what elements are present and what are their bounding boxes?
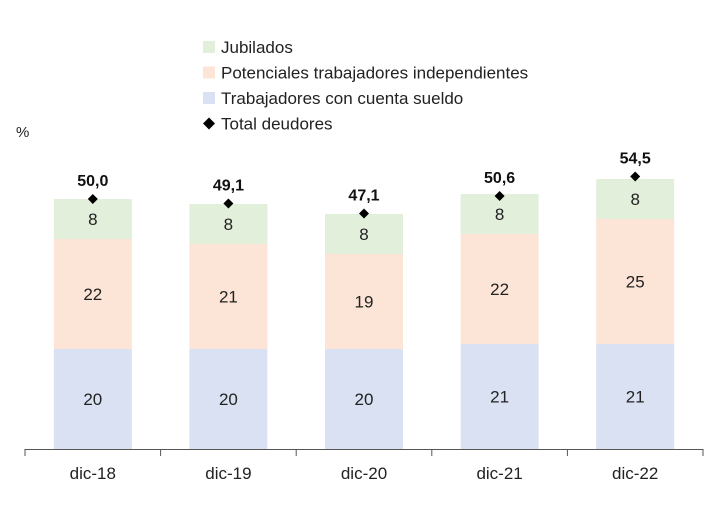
total-marker-dic-19 bbox=[223, 198, 234, 209]
x-axis: dic-18 dic-19 dic-20 dic-21 dic-22 bbox=[24, 449, 704, 483]
segment-label-1-dic-22: 25 bbox=[626, 273, 645, 292]
bar-segment-1-dic-19 bbox=[189, 244, 268, 349]
bar-segment-2-dic-18 bbox=[53, 199, 132, 239]
total-marker-dic-20 bbox=[359, 208, 369, 219]
total-label-dic-21: 50,6 bbox=[484, 170, 515, 187]
segment-label-0-dic-22: 21 bbox=[626, 388, 645, 407]
bar-segment-0-dic-19 bbox=[189, 349, 268, 449]
x-tick-label-dic-22: dic-22 bbox=[612, 464, 658, 483]
total-label-dic-22: 54,5 bbox=[620, 151, 651, 168]
bar-segment-1-dic-21 bbox=[460, 234, 539, 344]
legend-label-total-deudores: Total deudores bbox=[221, 115, 333, 134]
legend-label-trabajadores-con-cuenta-sueldo: Trabajadores con cuenta sueldo bbox=[221, 89, 463, 108]
bar-segment-1-dic-20 bbox=[325, 254, 403, 349]
segment-label-2-dic-18: 8 bbox=[88, 210, 97, 229]
segment-label-0-dic-20: 20 bbox=[355, 390, 374, 409]
segment-label-2-dic-20: 8 bbox=[359, 225, 368, 244]
legend-swatch-potenciales-trabajadores-independientes bbox=[203, 66, 215, 79]
segment-label-0-dic-21: 21 bbox=[490, 388, 509, 407]
bar-segment-1-dic-22 bbox=[596, 219, 675, 344]
bar-segment-0-dic-18 bbox=[53, 349, 132, 449]
bars-group: 20 22 8 20 21 8 20 19 8 21 22 8 21 25 8 bbox=[53, 179, 675, 449]
segment-label-0-dic-19: 20 bbox=[219, 390, 238, 409]
y-axis-unit-label: % bbox=[16, 124, 29, 141]
legend-swatch-jubilados bbox=[203, 41, 215, 53]
legend-label-jubilados: Jubilados bbox=[221, 38, 293, 57]
total-label-dic-18: 50,0 bbox=[77, 173, 108, 190]
x-tick-label-dic-21: dic-21 bbox=[476, 464, 522, 483]
total-marker-dic-22 bbox=[630, 171, 641, 182]
legend-swatch-trabajadores-con-cuenta-sueldo bbox=[203, 92, 215, 104]
x-tick-label-dic-20: dic-20 bbox=[341, 464, 387, 483]
total-label-dic-20: 47,1 bbox=[348, 188, 379, 205]
bar-segment-0-dic-22 bbox=[596, 344, 675, 449]
legend-marker-total-deudores bbox=[203, 117, 215, 130]
bar-segment-0-dic-21 bbox=[460, 344, 539, 449]
totals-group: 50,0 49,1 47,1 50,6 54,5 bbox=[77, 151, 651, 219]
bar-segment-2-dic-20 bbox=[325, 214, 403, 254]
segment-label-2-dic-21: 8 bbox=[495, 205, 504, 224]
segment-label-2-dic-19: 8 bbox=[224, 215, 233, 234]
bar-segment-0-dic-20 bbox=[325, 349, 403, 449]
segment-label-2-dic-22: 8 bbox=[630, 190, 639, 209]
bar-segment-1-dic-18 bbox=[53, 239, 132, 349]
total-marker-dic-21 bbox=[494, 191, 505, 201]
segment-label-1-dic-19: 21 bbox=[219, 288, 238, 307]
segment-label-0-dic-18: 20 bbox=[83, 390, 102, 409]
segment-label-1-dic-18: 22 bbox=[83, 285, 102, 304]
legend-label-potenciales-trabajadores-independientes: Potenciales trabajadores independientes bbox=[221, 64, 528, 83]
bar-segment-2-dic-22 bbox=[596, 179, 675, 219]
legend: Jubilados Potenciales trabajadores indepe… bbox=[203, 38, 528, 134]
x-tick-label-dic-19: dic-19 bbox=[205, 464, 251, 483]
segment-label-1-dic-20: 19 bbox=[355, 293, 374, 312]
bar-segment-2-dic-19 bbox=[189, 204, 268, 244]
total-marker-dic-18 bbox=[87, 194, 98, 204]
x-tick-label-dic-18: dic-18 bbox=[70, 464, 116, 483]
total-label-dic-19: 49,1 bbox=[213, 178, 244, 195]
segment-label-1-dic-21: 22 bbox=[490, 280, 509, 299]
